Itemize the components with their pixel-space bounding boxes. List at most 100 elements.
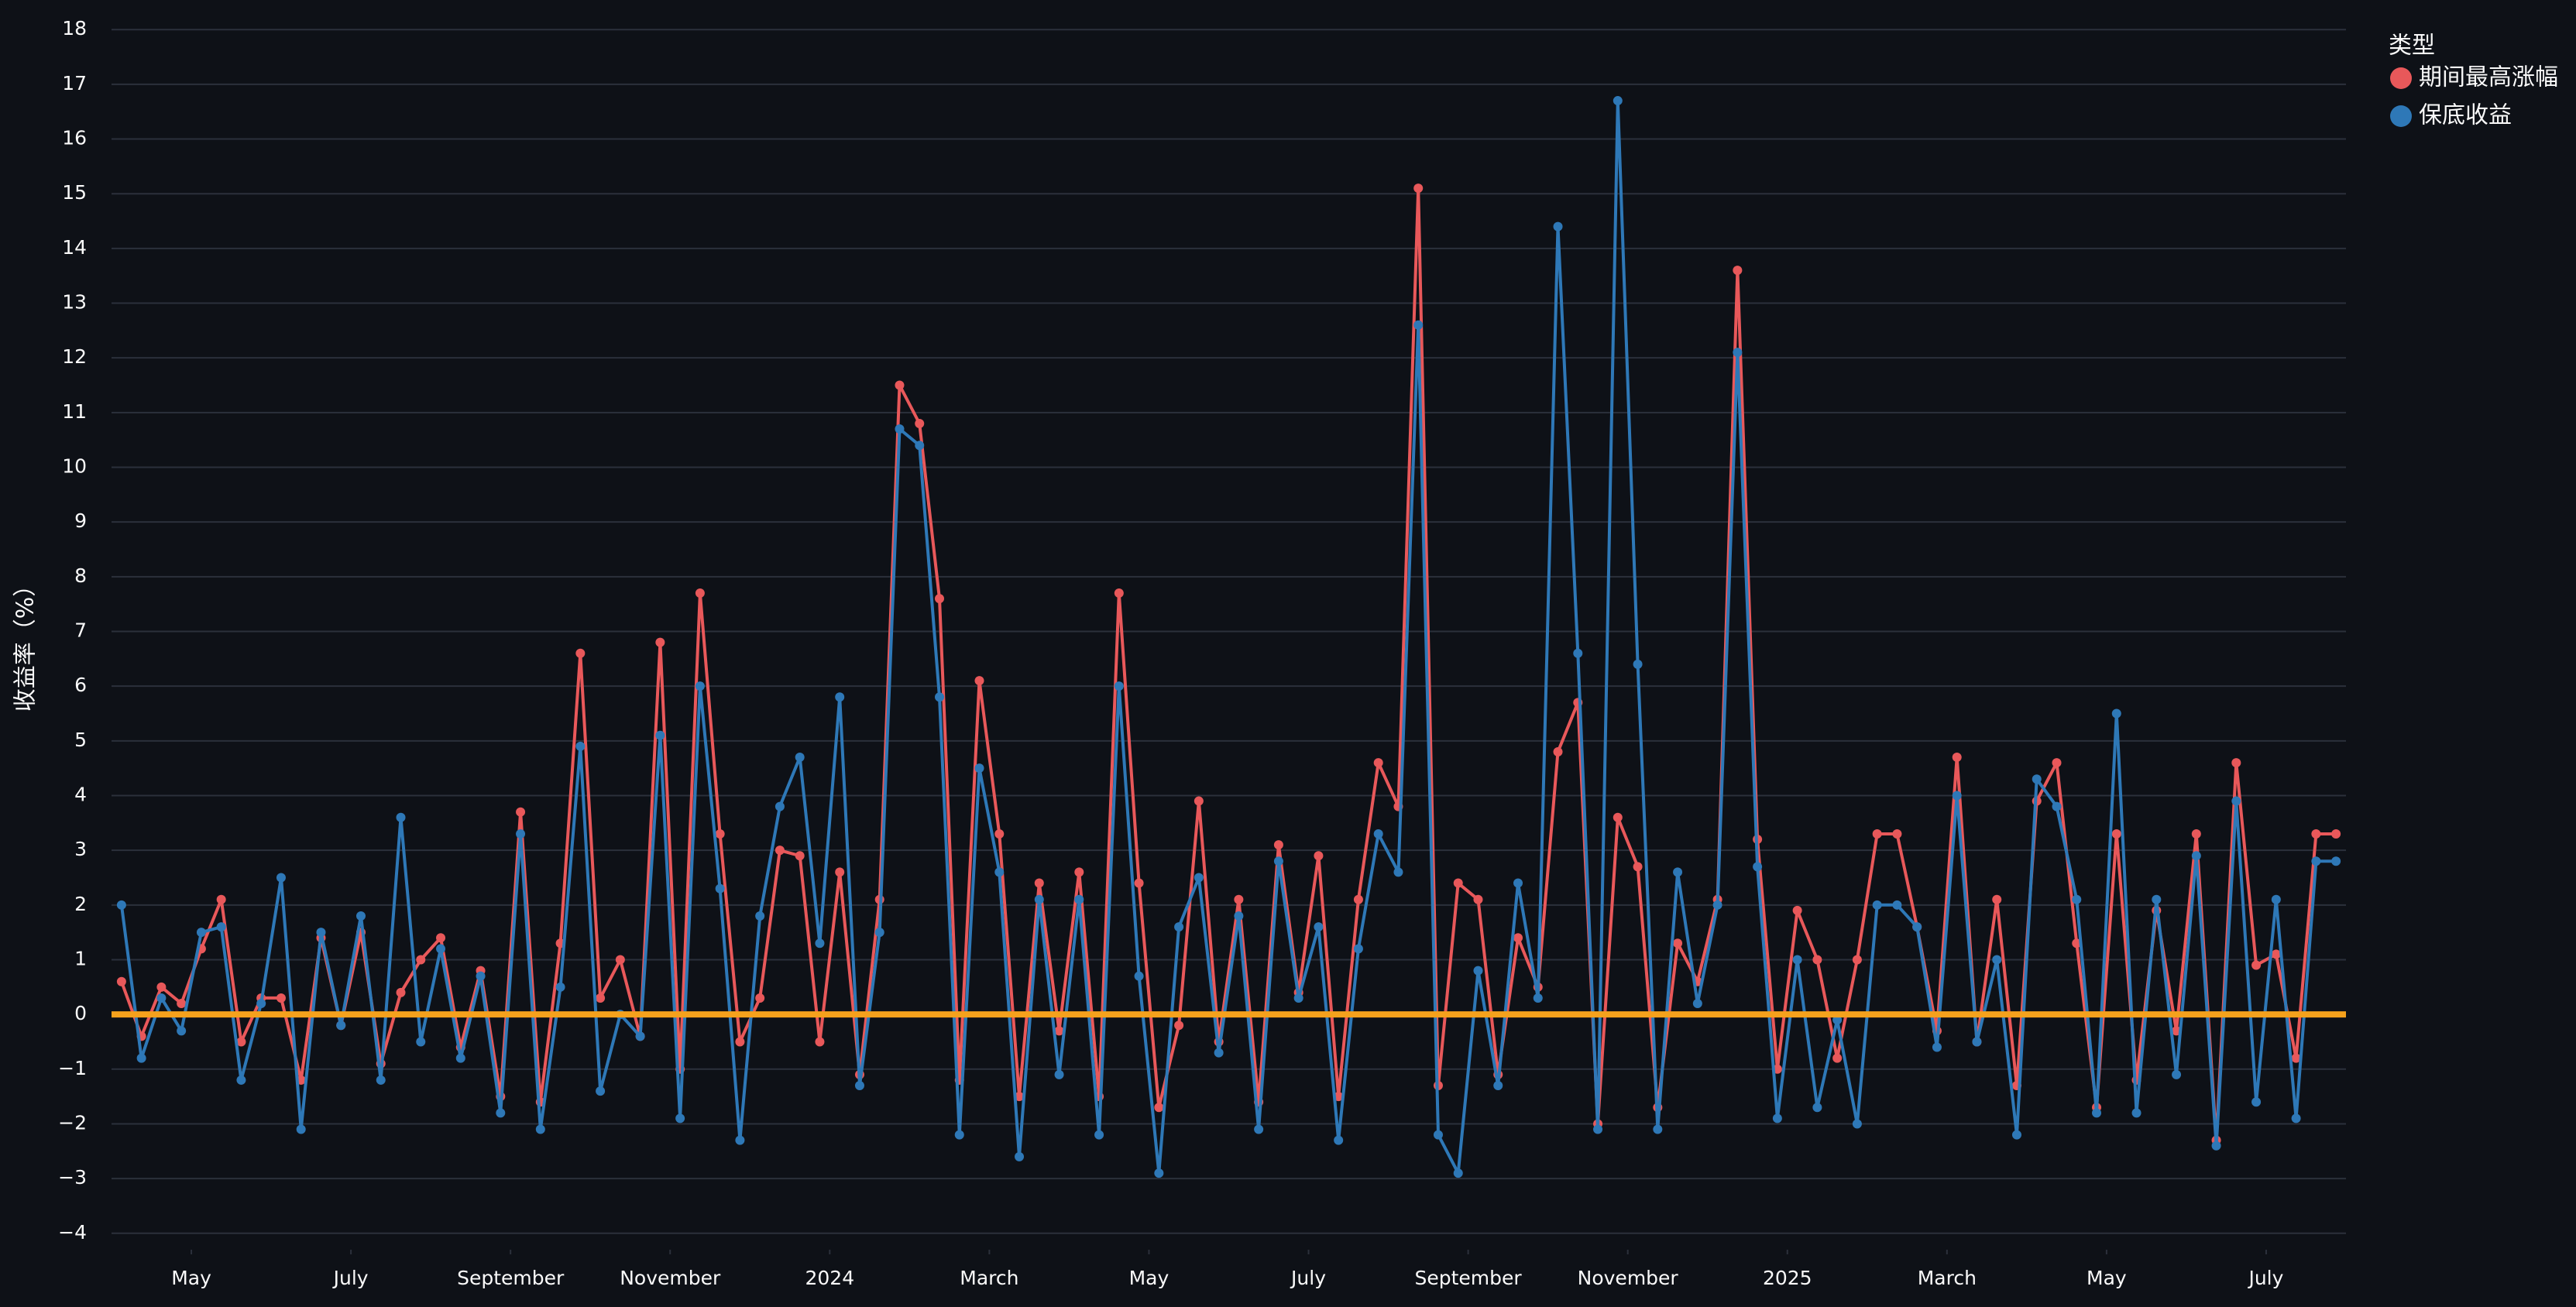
- data-point: [1154, 1103, 1164, 1113]
- data-point: [2052, 758, 2062, 768]
- data-point: [1673, 938, 1683, 949]
- data-point: [1413, 184, 1424, 194]
- data-point: [2052, 801, 2062, 811]
- y-tick-label: 0: [74, 1002, 87, 1024]
- data-point: [116, 976, 126, 986]
- data-point: [815, 938, 825, 949]
- data-point: [2231, 758, 2241, 768]
- data-point: [675, 1113, 685, 1123]
- data-point: [156, 993, 167, 1003]
- x-tick-label: November: [620, 1267, 721, 1289]
- data-point: [655, 637, 665, 647]
- data-point: [895, 424, 905, 434]
- data-point: [695, 681, 705, 691]
- data-point: [1553, 746, 1563, 756]
- data-point: [1273, 840, 1283, 850]
- data-point: [1154, 1168, 1164, 1178]
- data-point: [156, 982, 167, 992]
- data-point: [1353, 944, 1363, 954]
- data-point: [1373, 828, 1383, 839]
- y-tick-label: −1: [58, 1057, 87, 1079]
- data-point: [2311, 828, 2321, 839]
- data-point: [116, 900, 126, 910]
- data-point: [2271, 894, 2281, 904]
- data-point: [2211, 1141, 2221, 1151]
- data-point: [2092, 1108, 2102, 1118]
- data-point: [1892, 828, 1902, 839]
- data-point: [516, 828, 526, 839]
- series: [116, 96, 2341, 1178]
- y-tick-label: 11: [62, 400, 87, 423]
- data-point: [2331, 828, 2341, 839]
- data-point: [1174, 1021, 1184, 1031]
- data-point: [615, 955, 625, 965]
- legend-swatch: [2390, 105, 2412, 127]
- data-point: [1872, 828, 1882, 839]
- data-point: [2291, 1053, 2301, 1063]
- data-point: [854, 1081, 864, 1091]
- legend-item: 保底收益: [2390, 102, 2512, 129]
- data-point: [1094, 1130, 1104, 1140]
- x-tick-label: March: [960, 1267, 1018, 1289]
- data-point: [436, 944, 446, 954]
- data-point: [915, 441, 925, 451]
- data-point: [1812, 1103, 1822, 1113]
- x-tick-label: May: [171, 1267, 211, 1289]
- data-point: [954, 1130, 964, 1140]
- y-axis-title: 收益率（%）: [12, 574, 39, 712]
- legend-item: 期间最高涨幅: [2390, 64, 2558, 91]
- data-point: [1832, 1053, 1843, 1063]
- data-point: [236, 1037, 246, 1047]
- y-tick-label: −3: [58, 1166, 87, 1189]
- data-point: [1952, 791, 1962, 801]
- data-point: [1633, 659, 1643, 669]
- data-point: [2271, 949, 2281, 959]
- data-point: [1792, 905, 1802, 915]
- y-tick-label: 3: [74, 838, 87, 860]
- y-tick-label: 16: [62, 127, 87, 149]
- data-point: [216, 922, 226, 932]
- data-point: [835, 692, 845, 702]
- data-point: [1733, 266, 1743, 276]
- data-point: [1114, 681, 1124, 691]
- data-point: [735, 1037, 745, 1047]
- y-tick-label: 9: [74, 509, 87, 532]
- data-point: [516, 807, 526, 817]
- legend-label: 期间最高涨幅: [2419, 64, 2558, 91]
- data-point: [1493, 1081, 1503, 1091]
- x-tick-label: 2024: [805, 1267, 855, 1289]
- data-point: [1912, 922, 1922, 932]
- data-point: [1812, 955, 1822, 965]
- data-point: [1513, 878, 1523, 888]
- data-point: [1872, 900, 1882, 910]
- data-point: [1772, 1113, 1782, 1123]
- data-point: [276, 873, 286, 883]
- data-point: [1473, 966, 1483, 976]
- data-point: [835, 867, 845, 877]
- data-point: [177, 1026, 187, 1036]
- x-tick-label: 2025: [1763, 1267, 1812, 1289]
- data-point: [1413, 320, 1424, 330]
- data-point: [895, 380, 905, 390]
- data-point: [1952, 753, 1962, 763]
- data-point: [915, 418, 925, 428]
- data-point: [1533, 993, 1543, 1003]
- data-point: [2251, 960, 2262, 970]
- y-tick-label: 7: [74, 619, 87, 642]
- data-point: [1054, 1026, 1064, 1036]
- data-point: [596, 993, 606, 1003]
- y-tick-label: −2: [58, 1111, 87, 1134]
- data-point: [496, 1108, 506, 1118]
- data-point: [376, 1075, 386, 1085]
- data-point: [695, 588, 705, 599]
- data-point: [1453, 1168, 1463, 1178]
- data-point: [455, 1053, 465, 1063]
- data-point: [1712, 900, 1722, 910]
- data-point: [1015, 1092, 1025, 1102]
- data-point: [655, 730, 665, 740]
- data-point: [1753, 862, 1763, 872]
- x-tick-label: November: [1578, 1267, 1679, 1289]
